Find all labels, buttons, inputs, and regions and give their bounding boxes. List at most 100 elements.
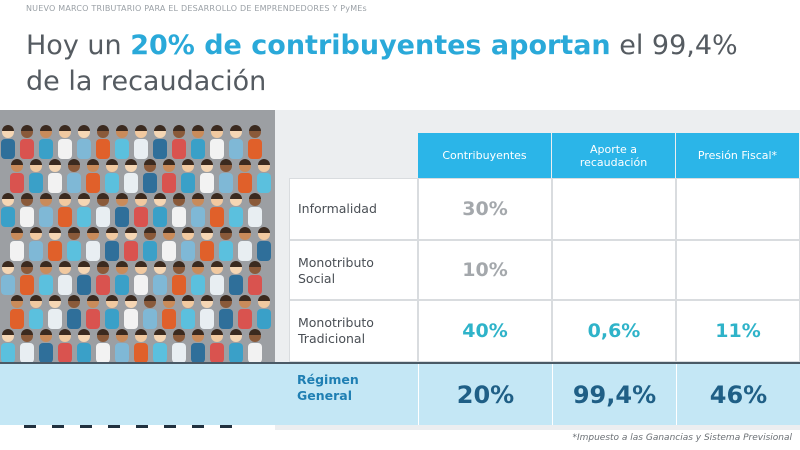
crowd-shape — [29, 241, 43, 261]
crowd-shape — [125, 227, 137, 233]
crowd-shape — [68, 227, 80, 233]
crowd-shape — [2, 261, 14, 267]
crowd-shape — [210, 207, 224, 227]
table-cell: 30% — [418, 178, 552, 240]
crowd-shape — [257, 173, 271, 193]
crowd-shape — [20, 275, 34, 295]
crowd-shape — [219, 241, 233, 261]
crowd-shape — [172, 207, 186, 227]
crowd-shape — [229, 343, 243, 363]
crowd-shape — [40, 193, 52, 199]
crowd-shape — [258, 295, 270, 301]
crowd-shape — [116, 261, 128, 267]
crowd-shape — [48, 241, 62, 261]
column-header: Aporte a recaudación — [552, 133, 676, 178]
crowd-shape — [1, 139, 15, 159]
crowd-shape — [211, 193, 223, 199]
table-cell: 0,6% — [552, 300, 676, 362]
crowd-shape — [134, 275, 148, 295]
crowd-shape — [153, 343, 167, 363]
crowd-shape — [248, 275, 262, 295]
crowd-shape — [11, 159, 23, 165]
crowd-shape — [143, 173, 157, 193]
table-cell — [676, 178, 800, 240]
footnote: *Impuesto a las Ganancias y Sistema Prev… — [572, 433, 792, 443]
title-lead: Hoy un — [26, 30, 131, 61]
crowd-shape — [211, 125, 223, 131]
column-header: Presión Fiscal* — [676, 133, 800, 178]
table-cell: 10% — [418, 240, 552, 300]
crowd-shape — [30, 227, 42, 233]
crowd-shape — [87, 227, 99, 233]
crowd-shape — [67, 173, 81, 193]
crowd-shape — [135, 193, 147, 199]
crowd-shape — [125, 159, 137, 165]
crowd-shape — [230, 193, 242, 199]
crowd-shape — [200, 309, 214, 329]
crowd-shape — [49, 227, 61, 233]
crowd-shape — [239, 295, 251, 301]
crowd-shape — [2, 329, 14, 335]
row-label: Monotributo Tradicional — [289, 300, 418, 362]
crowd-shape — [192, 125, 204, 131]
crowd-shape — [105, 173, 119, 193]
crowd-shape — [86, 173, 100, 193]
table-cell: 11% — [676, 300, 800, 362]
crowd-shape — [143, 309, 157, 329]
crowd-shape — [49, 295, 61, 301]
crowd-shape — [105, 241, 119, 261]
crowd-shape — [173, 125, 185, 131]
crowd-shape — [162, 173, 176, 193]
crowd-shape — [10, 241, 24, 261]
crowd-shape — [58, 343, 72, 363]
crowd-shape — [21, 125, 33, 131]
crowd-shape — [162, 241, 176, 261]
crowd-shape — [97, 193, 109, 199]
crowd-shape — [182, 159, 194, 165]
crowd-shape — [2, 125, 14, 131]
crowd-shape — [115, 275, 129, 295]
crowd-shape — [200, 173, 214, 193]
crowd-shape — [106, 159, 118, 165]
crowd-shape — [39, 275, 53, 295]
table-cell: 20% — [418, 364, 552, 425]
crowd-shape — [30, 159, 42, 165]
crowd-shape — [249, 193, 261, 199]
crowd-shape — [78, 193, 90, 199]
crowd-shape — [48, 173, 62, 193]
crowd-shape — [154, 125, 166, 131]
crowd-shape — [211, 261, 223, 267]
crowd-shape — [192, 329, 204, 335]
crowd-shape — [134, 207, 148, 227]
crowd-shape — [230, 329, 242, 335]
title: Hoy un 20% de contribuyentes aportan el … — [26, 30, 738, 61]
crowd-shape — [96, 343, 110, 363]
crowd-shape — [59, 329, 71, 335]
crowd-shape — [124, 309, 138, 329]
crowd-shape — [182, 227, 194, 233]
crowd-shape — [192, 193, 204, 199]
crowd-shape — [144, 159, 156, 165]
crowd-shape — [59, 193, 71, 199]
row-label-line: Tradicional — [298, 331, 366, 346]
crowd-shape — [249, 329, 261, 335]
crowd-shape — [182, 295, 194, 301]
crowd-shape — [229, 207, 243, 227]
title-tail: el 99,4% — [610, 30, 738, 61]
crowd-shape — [238, 173, 252, 193]
crowd-shape — [68, 295, 80, 301]
crowd-shape — [116, 193, 128, 199]
crowd-shape — [20, 343, 34, 363]
crowd-shape — [78, 329, 90, 335]
crowd-shape — [10, 173, 24, 193]
crowd-shape — [96, 139, 110, 159]
crowd-shape — [115, 139, 129, 159]
table-cell — [676, 240, 800, 300]
crowd-shape — [134, 343, 148, 363]
crowd-shape — [39, 207, 53, 227]
crowd-shape — [191, 139, 205, 159]
row-label-line: Monotributo — [298, 315, 374, 330]
crowd-shape — [173, 261, 185, 267]
crowd-shape — [172, 139, 186, 159]
crowd-shape — [143, 241, 157, 261]
